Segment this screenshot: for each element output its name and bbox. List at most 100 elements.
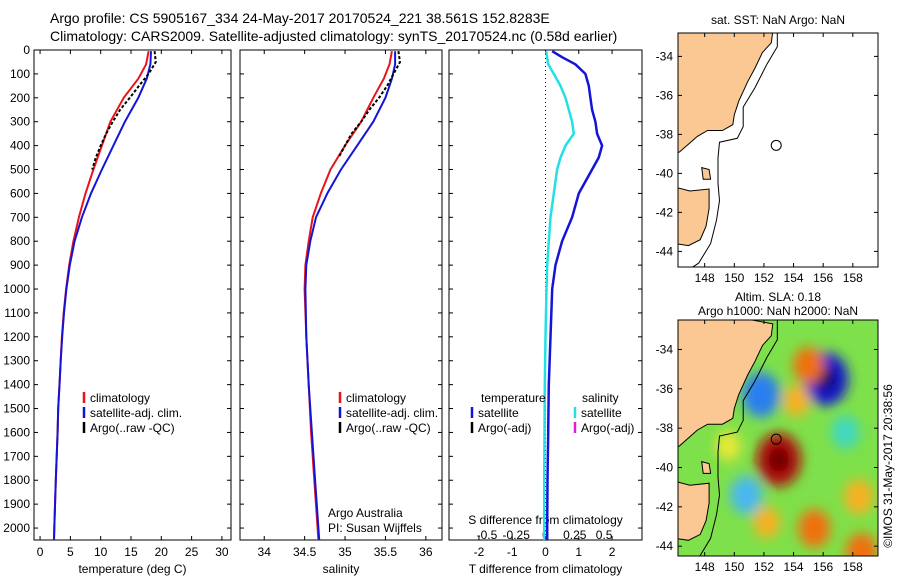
lon-tick-label: 152 <box>754 271 774 285</box>
lat-tick-label: -38 <box>656 421 674 435</box>
p-sal-frame <box>239 49 443 541</box>
y-tick-label: 1100 <box>4 306 30 320</box>
salinity-tick-label: -0.25 <box>503 528 531 542</box>
argo-float-marker <box>770 139 782 151</box>
sla-map-title-2: Argo h1000: NaN h2000: NaN <box>698 304 858 318</box>
y-tick-label: 900 <box>10 258 30 272</box>
lon-tick-label: 148 <box>695 560 715 574</box>
sla-anomaly-blob <box>753 506 781 539</box>
x-tick-label: 0 <box>542 545 549 559</box>
sla-anomaly-blob <box>845 532 878 556</box>
sla-anomaly-blob <box>742 372 780 418</box>
sla-anomaly-group <box>715 346 878 556</box>
legend-label: Argo(-adj) <box>478 421 531 435</box>
y-tick-label: 0 <box>23 43 30 57</box>
lat-tick-label: -36 <box>656 88 674 102</box>
y-tick-label: 100 <box>10 67 30 81</box>
legend-label: satellite-adj. clim. <box>90 406 182 420</box>
y-tick-label: 1500 <box>3 402 30 416</box>
imos-timestamp: ©IMOS 31-May-2017 20:38:56 <box>881 384 895 548</box>
lon-tick-label: 156 <box>813 560 833 574</box>
salinity-tick-label: 0 <box>542 528 549 542</box>
salinity-axis-label: S difference from climatology <box>468 513 623 527</box>
x-axis-label: salinity <box>323 562 360 576</box>
lat-tick-label: -44 <box>656 244 674 258</box>
salinity-panel: 34 34.5 35 35.5 36 salinity climatologysatelli… <box>239 49 443 576</box>
p-temp-frame <box>33 49 232 541</box>
sla-map-title-1: Altim. SLA: 0.18 <box>735 290 821 304</box>
sla-anomaly-blob <box>831 415 860 449</box>
legend-label: climatology <box>90 391 150 405</box>
temperature-panel: 0100200300400500600700800900100011001200… <box>3 43 232 576</box>
series-line-cyan <box>542 51 576 540</box>
sla-anomaly-blob <box>793 346 824 384</box>
sla-anomaly-blob <box>798 509 831 548</box>
series-line-blue <box>304 51 397 541</box>
series-line-black <box>337 51 401 159</box>
legend-title-temperature: temperature <box>481 391 546 405</box>
x-tick-label: 25 <box>185 545 199 559</box>
x-tick-label: 34.5 <box>293 545 317 559</box>
x-tick-label: 20 <box>155 545 169 559</box>
legend-label: satellite <box>581 406 622 420</box>
flinders-island-shape <box>701 166 712 180</box>
sst-map-title: sat. SST: NaN Argo: NaN <box>711 13 845 27</box>
temperature-axis-label: T difference from climatology <box>469 562 623 576</box>
y-tick-label: 1400 <box>3 378 30 392</box>
x-tick-label: 34 <box>258 545 272 559</box>
series-line-blue <box>545 50 604 540</box>
lat-tick-label: -42 <box>656 205 674 219</box>
y-tick-label: 400 <box>10 139 30 153</box>
y-tick-label: 1000 <box>3 282 30 296</box>
lon-tick-label: 152 <box>754 560 774 574</box>
mainland-shape <box>678 320 774 448</box>
p-sla-map-area <box>678 320 878 556</box>
x-tick-label: 1 <box>575 545 582 559</box>
difference-panel: -2 -1 0 1 2 -0.5 -0.25 0 0.25 0.5S difference fro… <box>448 49 643 576</box>
lat-tick-label: -40 <box>656 461 674 475</box>
lon-tick-label: 158 <box>843 271 863 285</box>
sst-map-panel: 148 150 152 154 156 158 -34 -36 -38 -40 -42 -44 sat.… <box>656 13 879 285</box>
y-tick-label: 2000 <box>3 521 30 535</box>
x-tick-label: 36 <box>419 545 433 559</box>
y-tick-label: 700 <box>10 210 30 224</box>
tasmania-shape <box>678 481 710 541</box>
x-tick-label: 5 <box>67 545 74 559</box>
legend-label: satellite-adj. clim. <box>346 406 438 420</box>
lon-tick-label: 154 <box>784 560 804 574</box>
tasmania-shape <box>678 187 710 247</box>
lat-tick-label: -42 <box>656 500 674 514</box>
lon-tick-label: 158 <box>843 560 863 574</box>
lon-tick-label: 150 <box>724 271 744 285</box>
x-tick-label: 35.5 <box>374 545 398 559</box>
lat-tick-label: -34 <box>656 343 674 357</box>
annotation-pi: PI: Susan Wijffels <box>328 521 422 535</box>
salinity-tick-label: 0.5 <box>596 528 613 542</box>
y-tick-label: 1800 <box>3 473 30 487</box>
annotation-argo-australia: Argo Australia <box>328 506 403 520</box>
x-tick-label: 30 <box>215 545 229 559</box>
x-tick-label: 35 <box>338 545 352 559</box>
shelf-contour <box>699 320 778 556</box>
y-tick-label: 1300 <box>3 354 30 368</box>
x-tick-label: 15 <box>124 545 138 559</box>
lon-tick-label: 154 <box>784 271 804 285</box>
x-tick-label: 10 <box>94 545 108 559</box>
sla-anomaly-blob <box>844 479 874 515</box>
y-tick-label: 600 <box>10 186 30 200</box>
sla-anomaly-blob <box>730 475 763 515</box>
y-tick-label: 1700 <box>3 449 30 463</box>
series-line-blue <box>53 51 152 541</box>
x-tick-label: -1 <box>507 545 518 559</box>
mainland-shape <box>678 33 774 154</box>
legend-title-salinity: salinity <box>582 391 619 405</box>
lat-tick-label: -38 <box>656 127 674 141</box>
sla-anomaly-core <box>768 447 789 472</box>
y-tick-label: 300 <box>10 115 30 129</box>
lat-tick-label: -34 <box>656 49 674 63</box>
legend-label: Argo(..raw -QC) <box>346 421 431 435</box>
y-tick-label: 1900 <box>3 497 30 511</box>
figure-title-line-2: Climatology: CARS2009. Satellite-adjuste… <box>50 28 618 44</box>
y-tick-label: 1200 <box>3 330 30 344</box>
